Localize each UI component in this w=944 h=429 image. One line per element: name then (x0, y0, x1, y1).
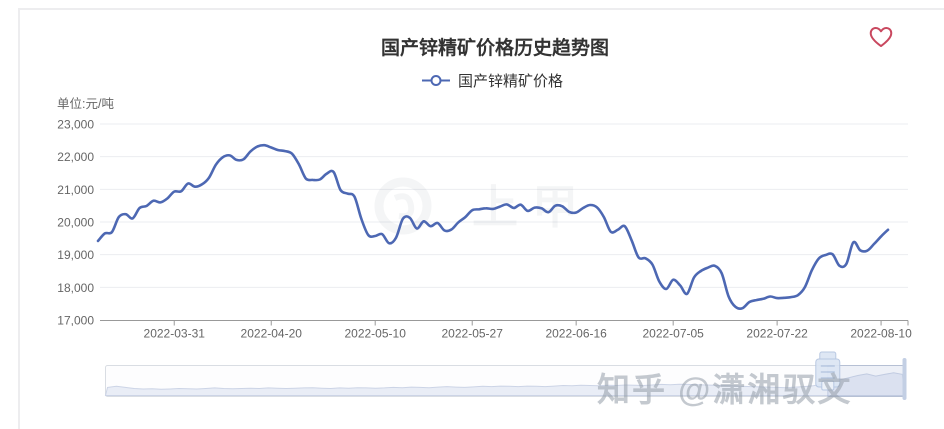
y-axis-label: 21,000 (57, 183, 94, 197)
chart-card-border (18, 8, 944, 429)
price-series-line (96, 143, 890, 311)
y-axis-label: 20,000 (57, 216, 94, 230)
data-zoom-right-handle[interactable] (902, 358, 907, 400)
page-title: 国产锌精矿价格历史趋势图 (380, 38, 610, 59)
y-axis-label: 19,000 (57, 248, 94, 262)
site-logo-watermark-swirl (393, 193, 415, 220)
data-zoom-slider[interactable] (104, 351, 907, 400)
y-axis-label: 18,000 (57, 281, 94, 295)
x-axis-label: 2022-07-22 (746, 327, 808, 341)
legend-item[interactable]: 国产锌精矿价格 (421, 70, 563, 91)
x-axis-label: 2022-08-10 (850, 327, 912, 341)
x-axis-label: 2022-03-31 (144, 327, 206, 341)
site-name-watermark: 上甲 (472, 181, 592, 233)
data-zoom-window[interactable] (827, 365, 906, 397)
x-axis-label: 2022-04-20 (241, 327, 303, 341)
zhihu-user-watermark: 知乎 @潇湘驭文 (597, 371, 853, 408)
data-zoom-minichart (104, 372, 906, 396)
x-axis-label: 2022-07-05 (642, 327, 704, 341)
y-axis-label: 17,000 (57, 314, 94, 328)
data-zoom-left-handle[interactable] (815, 351, 841, 391)
site-logo-watermark-icon (374, 177, 432, 235)
favorite-button[interactable] (862, 19, 900, 55)
heart-icon (869, 26, 893, 48)
x-axis-label: 2022-05-27 (442, 327, 504, 341)
legend-line-circle-icon (421, 75, 450, 86)
y-axis-unit-label: 单位:元/吨 (57, 97, 114, 111)
x-axis-label: 2022-05-10 (344, 327, 406, 341)
y-axis-label: 22,000 (57, 150, 94, 164)
x-axis-label: 2022-06-16 (545, 327, 607, 341)
legend-label: 国产锌精矿价格 (457, 73, 564, 90)
y-axis-label: 23,000 (57, 118, 94, 132)
handle-foot (821, 380, 835, 391)
